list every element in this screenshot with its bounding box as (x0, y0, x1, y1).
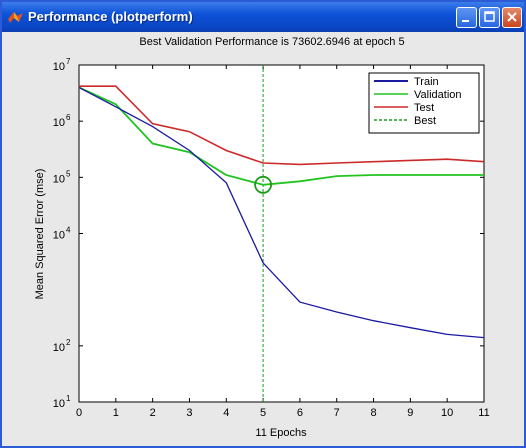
y-axis-label: Mean Squared Error (mse) (34, 169, 46, 300)
x-tick-label: 3 (186, 407, 192, 419)
title-bar[interactable]: Performance (plotperform) (2, 2, 524, 32)
x-axis-label: 11 Epochs (255, 427, 307, 439)
matlab-icon (8, 12, 23, 23)
x-tick-label: 4 (223, 407, 229, 419)
y-tick-label: 10 (53, 398, 65, 410)
y-tick-exponent: 1 (66, 394, 71, 403)
y-tick-exponent: 7 (66, 57, 71, 66)
minimize-icon (462, 20, 469, 22)
x-tick-label: 7 (334, 407, 340, 419)
x-tick-label: 0 (76, 407, 82, 419)
y-tick-label: 10 (53, 117, 65, 129)
x-tick-label: 2 (150, 407, 156, 419)
figure-area: Best Validation Performance is 73602.694… (2, 32, 524, 446)
series-test-line (79, 85, 485, 166)
minimize-button[interactable] (456, 7, 477, 28)
performance-chart: Best Validation Performance is 73602.694… (34, 36, 490, 439)
legend-box (368, 72, 480, 134)
y-tick-label: 10 (53, 61, 65, 73)
maximize-button[interactable] (479, 7, 500, 28)
chart-title: Best Validation Performance is 73602.694… (139, 36, 404, 48)
y-tick-label: 10 (53, 230, 65, 242)
y-tick-exponent: 4 (66, 226, 71, 235)
series-layer (78, 65, 485, 402)
x-tick-label: 9 (407, 407, 413, 419)
legend-label-train: Train (414, 76, 439, 88)
y-tick-exponent: 5 (66, 169, 71, 178)
x-tick-label: 6 (297, 407, 303, 419)
window-title: Performance (plotperform) (28, 9, 193, 24)
x-tick-label: 5 (260, 407, 266, 419)
legend-label-validation: Validation (414, 89, 462, 101)
series-validation-line (78, 86, 484, 186)
best-epoch-marker (254, 175, 272, 194)
series-train-line (78, 86, 485, 339)
y-tick-exponent: 6 (66, 113, 71, 122)
legend-label-test: Test (414, 102, 434, 114)
x-tick-label: 10 (441, 407, 453, 419)
y-tick-exponent: 2 (66, 338, 71, 347)
x-tick-label: 11 (478, 407, 489, 419)
close-button[interactable] (502, 7, 522, 28)
legend-label-best: Best (414, 115, 436, 127)
x-tick-label: 1 (113, 407, 119, 419)
y-tick-label: 10 (53, 342, 65, 354)
maximize-icon (484, 11, 495, 22)
close-icon (507, 12, 517, 22)
x-tick-label: 8 (370, 407, 376, 419)
y-tick-label: 10 (53, 173, 65, 185)
